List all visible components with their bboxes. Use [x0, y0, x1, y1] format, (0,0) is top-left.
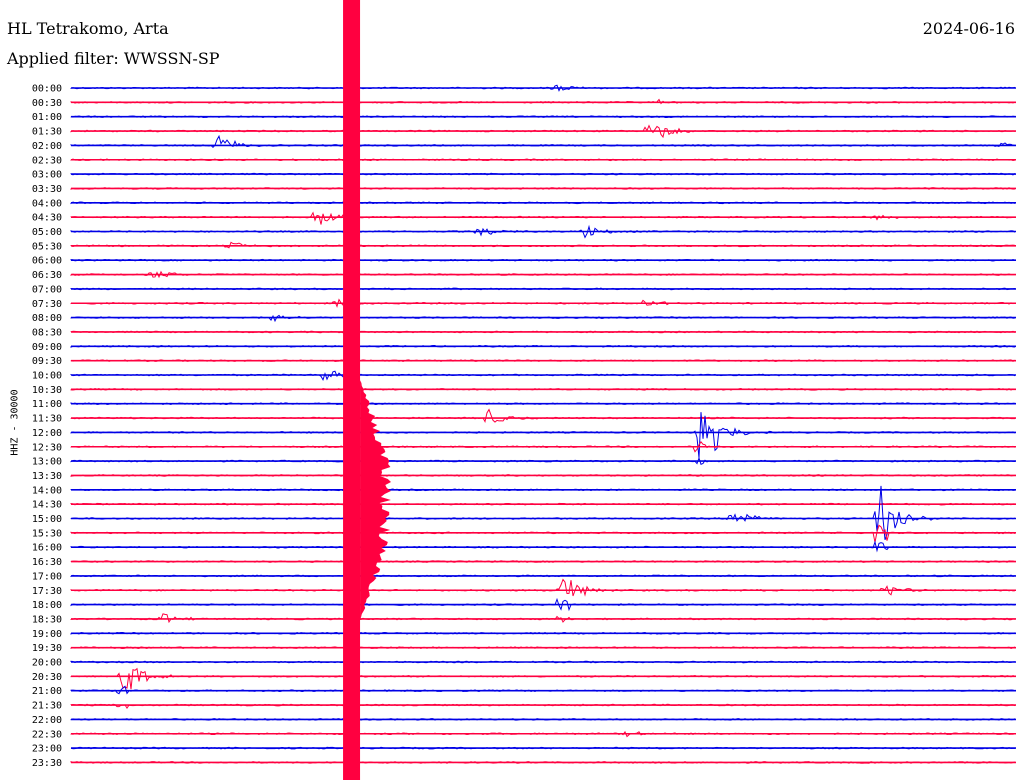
trace-row	[70, 485, 1016, 540]
row-label: 13:30	[32, 471, 62, 482]
row-label: 08:30	[32, 327, 62, 338]
row-label: 02:30	[32, 155, 62, 166]
row-label: 12:30	[32, 442, 62, 453]
trace-row	[70, 524, 1016, 543]
trace-row	[70, 578, 1016, 597]
row-label: 04:00	[32, 198, 62, 209]
row-label: 02:00	[32, 141, 62, 152]
station-title: HL Tetrakomo, Arta	[7, 19, 169, 38]
row-label: 05:30	[32, 241, 62, 252]
row-label: 21:00	[32, 686, 62, 697]
row-label: 03:00	[32, 170, 62, 181]
row-label: 09:30	[32, 356, 62, 367]
row-label: 08:00	[32, 313, 62, 324]
row-label: 06:30	[32, 270, 62, 281]
row-label: 17:00	[32, 571, 62, 582]
row-label: 05:00	[32, 227, 62, 238]
trace-row	[70, 408, 1016, 424]
row-label: 22:30	[32, 729, 62, 740]
trace-row	[70, 540, 1016, 553]
row-label: 10:00	[32, 371, 62, 382]
row-label: 23:00	[32, 744, 62, 755]
filter-label: Applied filter: WWSSN-SP	[7, 49, 220, 68]
row-label: 18:00	[32, 600, 62, 611]
row-label: 00:00	[32, 84, 62, 95]
row-label: 23:30	[32, 758, 62, 769]
row-label: 19:00	[32, 629, 62, 640]
record-date: 2024-06-16	[922, 19, 1015, 38]
row-label: 11:00	[32, 399, 62, 410]
row-label: 14:30	[32, 500, 62, 511]
big-event-band	[343, 0, 361, 780]
row-label: 19:30	[32, 643, 62, 654]
trace-row	[70, 613, 1016, 624]
trace-row	[70, 412, 1016, 459]
trace-row	[70, 667, 1016, 690]
row-label: 06:00	[32, 256, 62, 267]
row-label: 21:30	[32, 701, 62, 712]
row-label: 15:00	[32, 514, 62, 525]
row-label: 07:30	[32, 299, 62, 310]
row-label: 00:30	[32, 98, 62, 109]
row-label: 12:00	[32, 428, 62, 439]
row-label: 17:30	[32, 586, 62, 597]
row-label: 04:30	[32, 213, 62, 224]
row-label: 01:00	[32, 112, 62, 123]
row-label: 16:00	[32, 543, 62, 554]
row-label: 03:30	[32, 184, 62, 195]
row-label: 20:00	[32, 658, 62, 669]
row-label: 01:30	[32, 127, 62, 138]
row-label: 18:30	[32, 614, 62, 625]
row-label: 14:00	[32, 485, 62, 496]
trace-row	[70, 211, 1016, 225]
row-label: 07:00	[32, 284, 62, 295]
row-label: 11:30	[32, 414, 62, 425]
row-label: 15:30	[32, 528, 62, 539]
row-label: 13:00	[32, 457, 62, 468]
row-label: 22:00	[32, 715, 62, 726]
big-event-coda	[360, 380, 391, 620]
row-label: 20:30	[32, 672, 62, 683]
row-label: 16:30	[32, 557, 62, 568]
row-label: 09:00	[32, 342, 62, 353]
row-label: 10:30	[32, 385, 62, 396]
